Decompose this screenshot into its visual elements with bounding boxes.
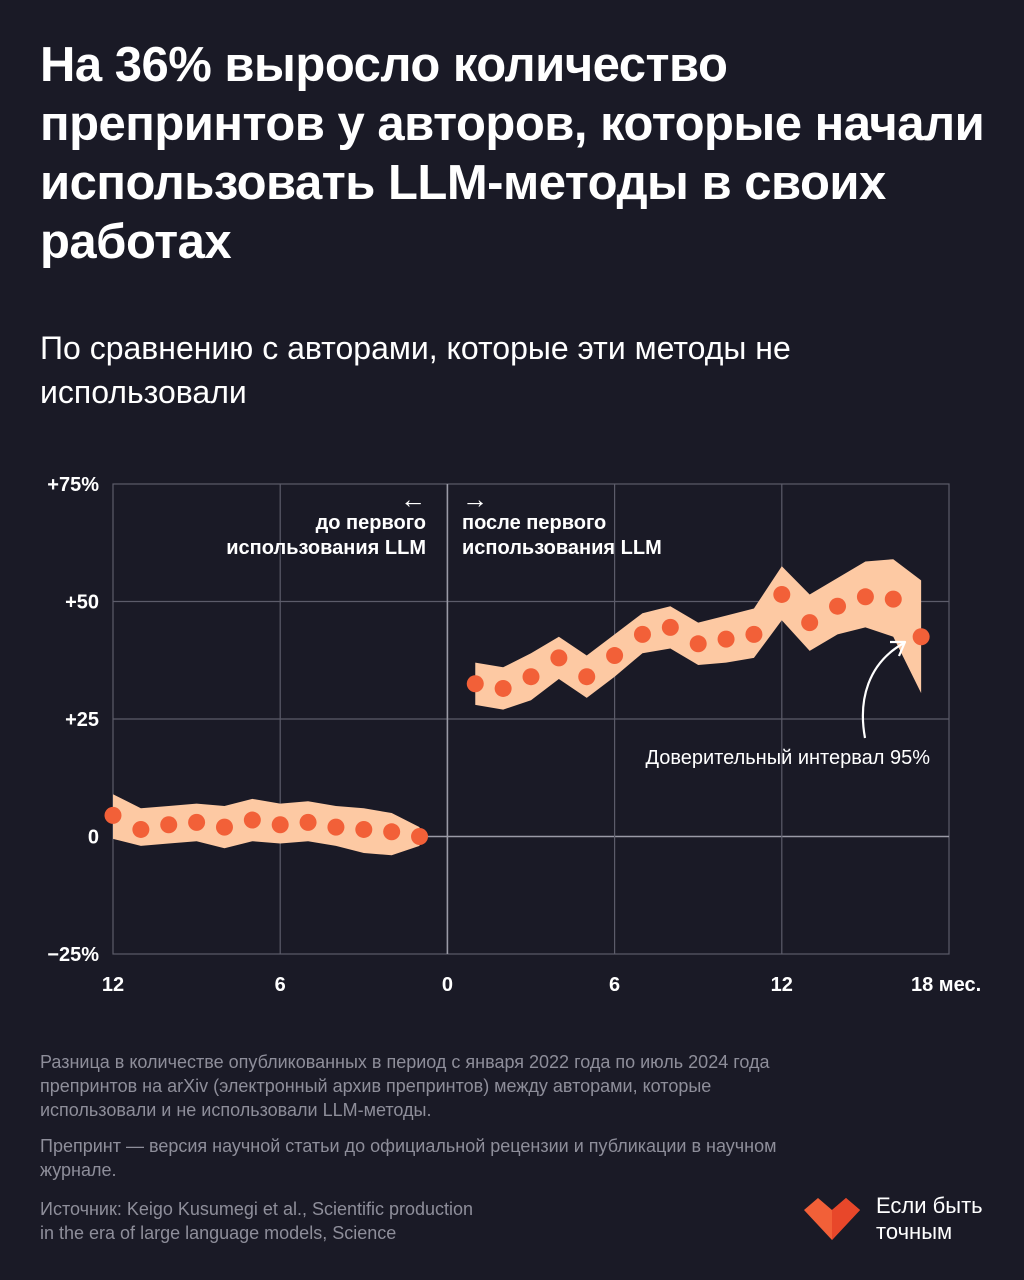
data-point bbox=[104, 806, 122, 824]
data-point bbox=[160, 816, 178, 834]
x-tick-label: 12 bbox=[771, 974, 793, 996]
data-point bbox=[355, 820, 373, 838]
data-point bbox=[522, 668, 540, 686]
data-point bbox=[188, 813, 206, 831]
y-tick-label: +50 bbox=[65, 592, 99, 614]
data-point bbox=[383, 823, 401, 841]
data-point bbox=[829, 597, 847, 615]
y-tick-label: 0 bbox=[88, 827, 99, 849]
source-line-1: Источник: Keigo Kusumegi et al., Scienti… bbox=[40, 1199, 474, 1219]
after-label-line1: после первого bbox=[462, 512, 606, 534]
page-subtitle: По сравнению с авторами, которые эти мет… bbox=[40, 330, 791, 410]
x-tick-label: 12 bbox=[102, 974, 124, 996]
after-label-line2: использования LLM bbox=[462, 537, 662, 559]
brand-name: Если быть точным bbox=[876, 1193, 983, 1245]
data-point bbox=[661, 618, 679, 636]
page-title: На 36% выросло количество препринтов у а… bbox=[40, 38, 985, 269]
region-label-before: ← до первого использования LLM bbox=[226, 484, 426, 559]
y-axis-labels: +75% +50 +25 0 −25% bbox=[47, 474, 99, 966]
source-line-2: in the era of large language models, Sci… bbox=[40, 1223, 397, 1243]
x-tick-label: 6 bbox=[275, 974, 286, 996]
data-point bbox=[884, 590, 902, 608]
data-point bbox=[578, 668, 596, 686]
y-tick-label: +75% bbox=[47, 474, 99, 496]
confidence-bands bbox=[113, 559, 922, 856]
y-tick-label: +25 bbox=[65, 709, 99, 731]
footnotes: Разница в количестве опубликованных в пе… bbox=[40, 1050, 820, 1194]
data-points bbox=[104, 585, 930, 845]
data-point bbox=[856, 588, 874, 606]
brand-logo: Если быть точным bbox=[800, 1193, 983, 1245]
x-axis-labels: 12 6 0 6 12 18 мес. bbox=[102, 974, 981, 996]
heart-logo-icon bbox=[804, 1198, 860, 1240]
source-citation: Источник: Keigo Kusumegi et al., Scienti… bbox=[40, 1197, 600, 1245]
before-label-line1: до первого bbox=[316, 512, 426, 534]
ci-band-1 bbox=[475, 559, 922, 710]
before-label-line2: использования LLM bbox=[226, 537, 426, 559]
data-point bbox=[689, 635, 707, 653]
region-label-after: → после первого использования LLM bbox=[462, 484, 662, 559]
x-tick-label: 0 bbox=[442, 974, 453, 996]
chart: +75% +50 +25 0 −25% 12 6 0 6 12 18 мес. ← до перв… bbox=[47, 474, 981, 996]
after-arrow: → bbox=[462, 484, 488, 514]
x-tick-label: 18 мес. bbox=[911, 974, 981, 996]
data-point bbox=[606, 647, 624, 665]
data-point bbox=[550, 649, 568, 667]
footnote-data: Разница в количестве опубликованных в пе… bbox=[40, 1052, 770, 1120]
brand-line-2: точным bbox=[876, 1219, 953, 1244]
y-tick-label: −25% bbox=[47, 944, 99, 966]
ci-band-0 bbox=[113, 794, 420, 856]
ci-annotation-arrowhead bbox=[890, 640, 907, 657]
data-point bbox=[411, 828, 429, 845]
data-point bbox=[717, 630, 735, 648]
footnote-preprint: Препринт — версия научной статьи до офиц… bbox=[40, 1136, 777, 1180]
data-point bbox=[299, 813, 317, 831]
brand-line-1: Если быть bbox=[876, 1193, 983, 1218]
data-point bbox=[132, 820, 150, 838]
data-point bbox=[773, 585, 791, 603]
data-point bbox=[801, 614, 819, 632]
data-point bbox=[215, 818, 233, 836]
data-point bbox=[327, 818, 345, 836]
x-tick-label: 6 bbox=[609, 974, 620, 996]
ci-annotation-arrow bbox=[861, 642, 905, 739]
data-point bbox=[745, 625, 763, 643]
data-point bbox=[633, 625, 651, 643]
data-point bbox=[466, 675, 484, 693]
data-point bbox=[243, 811, 261, 829]
before-arrow: ← bbox=[400, 484, 426, 514]
data-point bbox=[494, 679, 512, 697]
data-point bbox=[271, 816, 289, 834]
data-point bbox=[912, 628, 930, 646]
ci-annotation-label: Доверительный интервал 95% bbox=[645, 747, 930, 769]
ci-annotation: Доверительный интервал 95% bbox=[645, 640, 930, 769]
